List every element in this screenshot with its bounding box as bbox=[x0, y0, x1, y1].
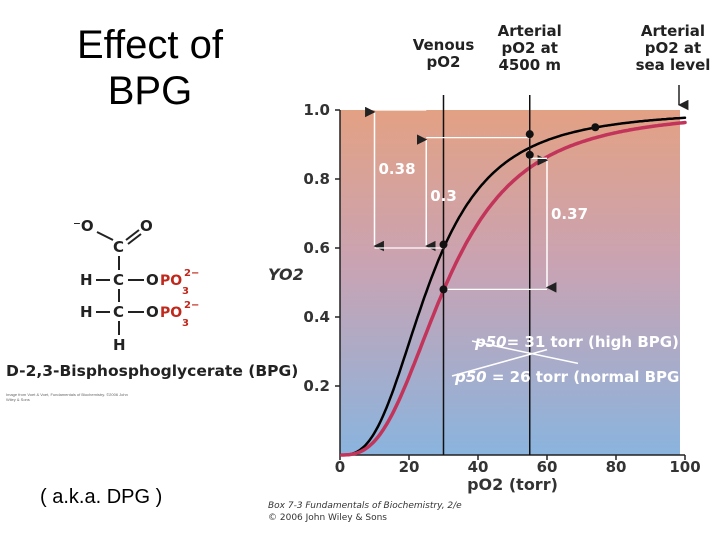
annotation-label: p50 = 26 torr (normal BPG) bbox=[454, 368, 686, 386]
bond-c1-o-b bbox=[127, 233, 142, 245]
atom-c3: C bbox=[113, 303, 124, 321]
phosphate-1-sup: 2− bbox=[184, 268, 199, 279]
atom-o-minus: ⁻O bbox=[73, 217, 94, 235]
x-tick-label: 80 bbox=[606, 458, 627, 476]
marker-label: Venous pO2 bbox=[413, 36, 475, 71]
phosphate-1-sub: 3 bbox=[182, 286, 189, 297]
atom-h1: H bbox=[80, 271, 93, 289]
curve-normal-bpg bbox=[340, 116, 687, 457]
data-point bbox=[591, 123, 600, 132]
x-tick-label: 20 bbox=[399, 458, 420, 476]
atom-h3: H bbox=[113, 336, 126, 354]
bond-c1-o-a bbox=[125, 229, 140, 241]
y-tick-label: 0.4 bbox=[303, 308, 330, 326]
bracket-label: 0.37 bbox=[551, 205, 588, 223]
x-tick-label: 100 bbox=[669, 458, 700, 476]
annotation-label: p50= 31 torr (high BPG) bbox=[474, 333, 679, 351]
annotation-leader bbox=[471, 340, 579, 365]
atom-o2: O bbox=[146, 303, 159, 321]
y-tick-label: 0.2 bbox=[303, 377, 330, 395]
x-tick-label: 0 bbox=[335, 458, 345, 476]
y-tick-label: 0.6 bbox=[303, 239, 330, 257]
atom-c2: C bbox=[113, 271, 124, 289]
slide-title: Effect of BPG bbox=[40, 22, 260, 114]
marker-label: Arterial pO2 at sea level bbox=[636, 22, 711, 74]
curve-high-bpg bbox=[339, 120, 687, 457]
data-point bbox=[525, 130, 534, 139]
data-point bbox=[525, 150, 534, 159]
phosphate-1: PO bbox=[160, 273, 182, 289]
marker-label: Arterial pO2 at 4500 m bbox=[498, 22, 562, 74]
oxygen-binding-chart: 0 20 40 60 80 100 0.2 0.4 0.6 0.8 1.0 pO2 (torr) YO2… bbox=[268, 22, 711, 494]
bond-o-c1 bbox=[96, 231, 114, 241]
footer-line-2: © 2006 John Wiley & Sons bbox=[268, 513, 387, 523]
footer-line-1: Box 7-3 Fundamentals of Biochemistry, 2/… bbox=[268, 501, 462, 511]
bpg-structure-diagram: ⁻O O C H C O H C O H PO 3 2− PO 3 2− bbox=[73, 217, 199, 354]
phosphate-2: PO bbox=[160, 305, 182, 321]
molecule-credit: Image from Voet & Voet, Fundamentals of … bbox=[6, 392, 128, 402]
title-line-1: Effect of bbox=[76, 23, 223, 67]
bracket-label: 0.3 bbox=[430, 187, 457, 205]
x-tick-label: 40 bbox=[468, 458, 489, 476]
y-tick-label: 1.0 bbox=[303, 101, 330, 119]
bracket-label: 0.38 bbox=[379, 160, 416, 178]
annotation-leader bbox=[451, 348, 548, 377]
aka-caption: ( a.k.a. DPG ) bbox=[40, 486, 163, 508]
atom-o1: O bbox=[146, 271, 159, 289]
data-point bbox=[439, 240, 448, 249]
atom-o-double: O bbox=[140, 217, 153, 235]
y-axis-label: YO2 bbox=[268, 265, 304, 284]
x-tick-label: 60 bbox=[537, 458, 558, 476]
phosphate-2-sup: 2− bbox=[184, 300, 199, 311]
figure-footer: Box 7-3 Fundamentals of Biochemistry, 2/… bbox=[268, 500, 462, 524]
data-point bbox=[439, 285, 448, 294]
atom-h2: H bbox=[80, 303, 93, 321]
title-line-2: BPG bbox=[107, 69, 193, 113]
y-tick-label: 0.8 bbox=[303, 170, 330, 188]
atom-c1: C bbox=[113, 238, 124, 256]
molecule-name: D-2,3-Bisphosphoglycerate (BPG) bbox=[6, 362, 299, 380]
phosphate-2-sub: 3 bbox=[182, 318, 189, 329]
x-axis-label: pO2 (torr) bbox=[467, 475, 558, 494]
plot-background bbox=[340, 110, 680, 455]
